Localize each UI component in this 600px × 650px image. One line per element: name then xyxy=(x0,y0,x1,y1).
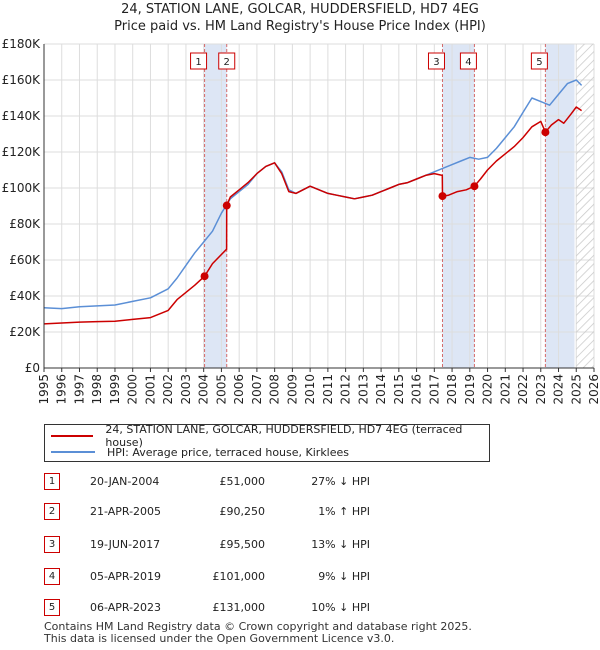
legend-item-hpi: HPI: Average price, terraced house, Kirk… xyxy=(51,444,349,460)
sale-number-label: 3 xyxy=(433,57,439,68)
x-tick-label: 2002 xyxy=(161,374,175,405)
y-tick-label: £40K xyxy=(9,289,41,303)
chart-title-line2: Price paid vs. HM Land Registry's House … xyxy=(114,19,486,34)
x-tick-label: 1996 xyxy=(55,374,69,405)
x-tick-label: 2004 xyxy=(197,374,211,405)
sale-number-label: 5 xyxy=(536,57,542,68)
x-tick-label: 1997 xyxy=(72,374,86,405)
row-number-badge: 1 xyxy=(44,473,60,490)
x-tick-label: 2010 xyxy=(303,374,317,405)
x-tick-label: 2008 xyxy=(268,374,282,405)
x-tick-label: 1999 xyxy=(108,374,122,405)
x-tick-label: 2013 xyxy=(356,374,370,405)
x-tick-label: 2015 xyxy=(392,374,406,405)
sale-number-box xyxy=(427,52,445,70)
row-price: £90,250 xyxy=(219,505,266,518)
x-tick-label: 2011 xyxy=(321,374,335,405)
table-row: 4 05-APR-2019 £101,000 9% ↓ HPI xyxy=(40,567,380,587)
x-tick-label: 1995 xyxy=(37,374,51,405)
row-hpi-diff: 10% ↓ HPI xyxy=(311,601,370,614)
sale-number-label: 2 xyxy=(224,57,230,68)
sale-number-box xyxy=(459,52,477,70)
row-price: £131,000 xyxy=(212,601,266,614)
x-tick-label: 2022 xyxy=(516,374,530,405)
y-tick-label: £160K xyxy=(2,73,42,87)
sale-number-box xyxy=(218,52,236,70)
sale-number-label: 4 xyxy=(465,57,471,68)
row-date: 19-JUN-2017 xyxy=(90,538,161,551)
sale-point xyxy=(222,201,231,210)
y-tick-label: £80K xyxy=(9,217,41,231)
row-date: 05-APR-2019 xyxy=(90,570,162,583)
sale-point xyxy=(470,182,479,191)
y-tick-label: £100K xyxy=(2,181,42,195)
sale-period-shade xyxy=(545,44,575,368)
row-hpi-diff: 27% ↓ HPI xyxy=(311,475,370,488)
row-date: 20-JAN-2004 xyxy=(90,475,160,488)
footer-licence: This data is licensed under the Open Gov… xyxy=(44,632,395,645)
x-tick-label: 2019 xyxy=(463,374,477,405)
x-tick-label: 2000 xyxy=(126,374,140,405)
x-tick-label: 2012 xyxy=(339,374,353,405)
legend-item-property: 24, STATION LANE, GOLCAR, HUDDERSFIELD, … xyxy=(51,423,489,449)
y-tick-label: £60K xyxy=(9,253,41,267)
x-tick-label: 2025 xyxy=(569,374,583,405)
y-tick-label: £20K xyxy=(9,325,41,339)
sale-point xyxy=(200,272,209,281)
x-tick-label: 2014 xyxy=(374,374,388,405)
x-tick-label: 2016 xyxy=(410,374,424,405)
x-tick-label: 2006 xyxy=(232,374,246,405)
x-tick-label: 2020 xyxy=(481,374,495,405)
x-tick-label: 1998 xyxy=(90,374,104,405)
sale-period-shade xyxy=(442,44,475,368)
row-price: £51,000 xyxy=(219,475,266,488)
row-price: £95,500 xyxy=(219,538,266,551)
row-number-badge: 5 xyxy=(44,599,60,616)
x-tick-label: 2024 xyxy=(552,374,566,405)
legend-swatch-property xyxy=(51,435,94,437)
forecast-hatch xyxy=(576,44,594,368)
price-chart: 1 2 3 4 5 £0 £20K £40K £60K £80K £100K £120K £140K £… xyxy=(2,37,600,405)
row-number-badge: 4 xyxy=(44,568,60,585)
sale-point xyxy=(438,192,447,201)
x-tick-label: 2007 xyxy=(250,374,264,405)
sale-number-box xyxy=(190,52,208,70)
x-tick-label: 2005 xyxy=(214,374,228,405)
x-tick-label: 2021 xyxy=(498,374,512,405)
row-date: 06-APR-2023 xyxy=(90,601,162,614)
x-tick-label: 2026 xyxy=(587,374,600,405)
table-row: 3 19-JUN-2017 £95,500 13% ↓ HPI xyxy=(40,535,380,555)
property-price-line xyxy=(43,106,583,325)
row-date: 21-APR-2005 xyxy=(90,505,162,518)
x-tick-label: 2023 xyxy=(534,374,548,405)
x-tick-label: 2003 xyxy=(179,374,193,405)
row-hpi-diff: 1% ↑ HPI xyxy=(318,505,370,518)
x-tick-label: 2018 xyxy=(445,374,459,405)
x-tick-label: 2001 xyxy=(143,374,157,405)
table-row: 1 20-JAN-2004 £51,000 27% ↓ HPI xyxy=(40,472,380,492)
row-price: £101,000 xyxy=(212,570,266,583)
chart-title-line1: 24, STATION LANE, GOLCAR, HUDDERSFIELD, … xyxy=(121,2,479,17)
row-number-badge: 3 xyxy=(44,536,60,553)
y-tick-label: £0 xyxy=(25,361,40,375)
y-tick-label: £180K xyxy=(2,37,42,51)
sale-number-box xyxy=(530,52,548,70)
sale-point xyxy=(541,128,550,137)
x-tick-label: 2017 xyxy=(427,374,441,405)
legend-label-property: 24, STATION LANE, GOLCAR, HUDDERSFIELD, … xyxy=(105,423,463,449)
row-hpi-diff: 13% ↓ HPI xyxy=(311,538,370,551)
legend-swatch-hpi xyxy=(51,451,95,453)
row-hpi-diff: 9% ↓ HPI xyxy=(318,570,370,583)
sale-number-label: 1 xyxy=(195,57,201,68)
legend-label-hpi: HPI: Average price, terraced house, Kirk… xyxy=(107,445,350,459)
y-tick-label: £120K xyxy=(2,145,42,159)
footer-copyright: Contains HM Land Registry data © Crown c… xyxy=(44,620,472,633)
y-tick-label: £140K xyxy=(2,109,42,123)
hpi-line xyxy=(43,79,583,310)
table-row: 5 06-APR-2023 £131,000 10% ↓ HPI xyxy=(40,598,380,618)
legend: 24, STATION LANE, GOLCAR, HUDDERSFIELD, … xyxy=(44,423,490,462)
table-row: 2 21-APR-2005 £90,250 1% ↑ HPI xyxy=(40,502,380,522)
row-number-badge: 2 xyxy=(44,503,60,520)
x-tick-label: 2009 xyxy=(285,374,299,405)
